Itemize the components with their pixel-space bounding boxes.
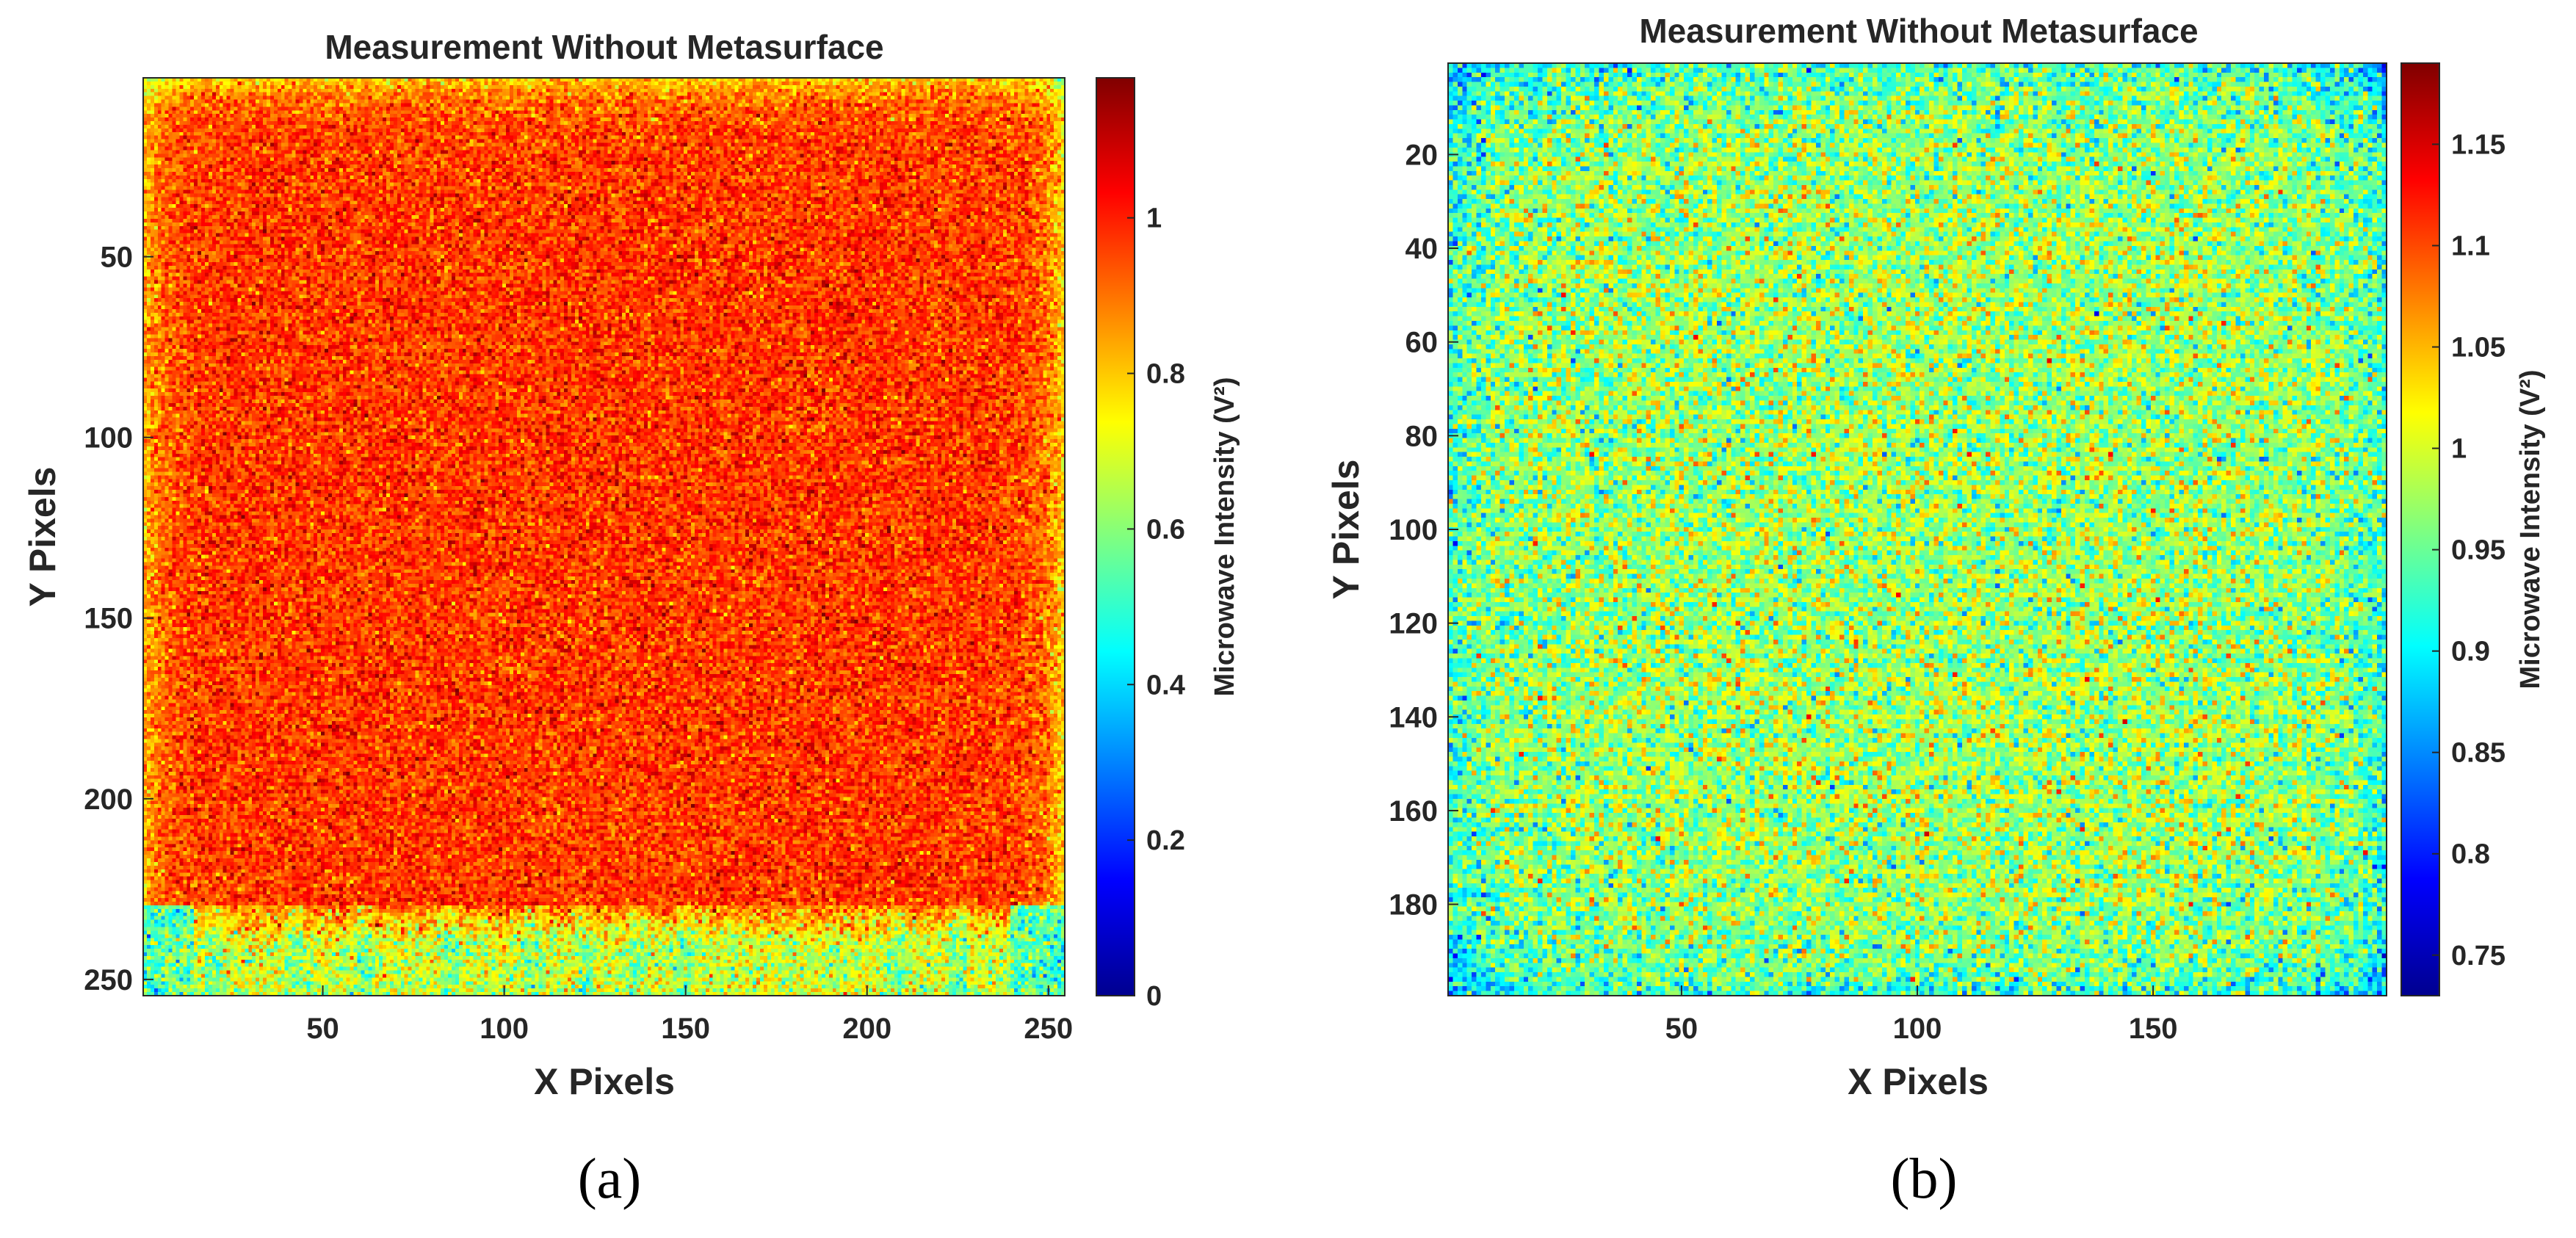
y-tick-label: 200 (84, 783, 133, 816)
y-tick-label: 150 (84, 603, 133, 635)
x-tick-label: 150 (2129, 1013, 2178, 1045)
colorbar-tick-label: 0.85 (2451, 738, 2506, 769)
chart-title: Measurement Without Metasurface (325, 28, 883, 66)
y-tick-label: 80 (1405, 420, 1439, 452)
heatmap-cells (1448, 63, 2387, 996)
x-axis-label: X Pixels (534, 1061, 675, 1102)
y-tick-label: 100 (1389, 514, 1438, 546)
x-tick-label: 200 (842, 1013, 891, 1045)
colorbar: 0.75 0.8 0.85 0.9 0.95 1 1.05 1.1 1.15 Microwave… (2400, 62, 2546, 996)
colorbar-tick-label: 0.4 (1146, 670, 1185, 701)
y-ticks: 20 40 60 80 100 120 140 160 180 (1389, 139, 1458, 922)
colorbar-tick-label: 1.05 (2451, 333, 2506, 363)
x-tick-label: 50 (1665, 1013, 1698, 1045)
y-tick-label: 120 (1389, 608, 1438, 640)
colorbar-tick-label: 0.2 (1146, 825, 1185, 856)
y-tick-label: 140 (1389, 701, 1438, 734)
colorbar-tick-label: 0.8 (2451, 839, 2490, 870)
x-tick-label: 250 (1024, 1013, 1073, 1045)
x-tick-label: 100 (480, 1013, 529, 1045)
colorbar-gradient (1096, 77, 1135, 996)
heatmap-image (143, 78, 1065, 996)
x-tick-label: 150 (661, 1013, 710, 1045)
chart-title: Measurement Without Metasurface (1639, 12, 2198, 50)
y-tick-label: 100 (84, 422, 133, 455)
colorbar-tick-label: 0.95 (2451, 535, 2506, 566)
colorbar-tick-label: 0.75 (2451, 941, 2506, 971)
heatmap-image (1448, 63, 2387, 996)
y-tick-label: 60 (1405, 327, 1439, 359)
colorbar: 0 0.2 0.4 0.6 0.8 1 Microwave Intensity (V²) (1096, 77, 1240, 1012)
panel-b: Measurement Without Metasurface 50 100 150… (1325, 12, 2546, 1102)
colorbar-label: Microwave Intensity (V²) (1209, 377, 1240, 697)
panel-a-caption: (a) (577, 1146, 642, 1210)
plot-frame (142, 77, 1066, 996)
heatmap-cells (143, 78, 1065, 996)
x-tick-label: 100 (1893, 1013, 1942, 1045)
colorbar-tick-label: 0 (1146, 981, 1162, 1012)
y-axis-label: Y Pixels (1325, 460, 1367, 600)
colorbar-gradient (2400, 62, 2440, 996)
x-ticks: 50 100 150 (1665, 985, 2178, 1045)
panel-a: Measurement Without Metasurface 50 100 150… (22, 28, 1240, 1102)
colorbar-tick-label: 1.15 (2451, 129, 2506, 160)
y-axis-label: Y Pixels (22, 467, 63, 607)
x-axis-label: X Pixels (1848, 1061, 1989, 1102)
y-tick-label: 40 (1405, 233, 1439, 265)
colorbar-label: Microwave Intensity (V²) (2515, 370, 2546, 689)
colorbar-tick-label: 0.8 (1146, 359, 1185, 390)
colorbar-tick-label: 1 (2451, 434, 2467, 465)
x-tick-label: 50 (306, 1013, 339, 1045)
y-ticks: 50 100 150 200 250 (84, 242, 153, 996)
y-tick-label: 20 (1405, 139, 1439, 171)
panel-b-caption: (b) (1890, 1146, 1958, 1210)
y-tick-label: 180 (1389, 889, 1438, 922)
y-tick-label: 160 (1389, 795, 1438, 828)
colorbar-tick-label: 0.6 (1146, 514, 1185, 545)
y-tick-label: 250 (84, 964, 133, 996)
colorbar-tick-label: 1.1 (2451, 231, 2490, 261)
colorbar-ticks: 0 0.2 0.4 0.6 0.8 1 (1127, 203, 1185, 1012)
y-tick-label: 50 (101, 242, 134, 274)
x-ticks: 50 100 150 200 250 (306, 985, 1073, 1045)
colorbar-tick-label: 1 (1146, 203, 1162, 234)
colorbar-tick-label: 0.9 (2451, 637, 2490, 667)
colorbar-ticks: 0.75 0.8 0.85 0.9 0.95 1 1.05 1.1 1.15 (2432, 129, 2506, 971)
